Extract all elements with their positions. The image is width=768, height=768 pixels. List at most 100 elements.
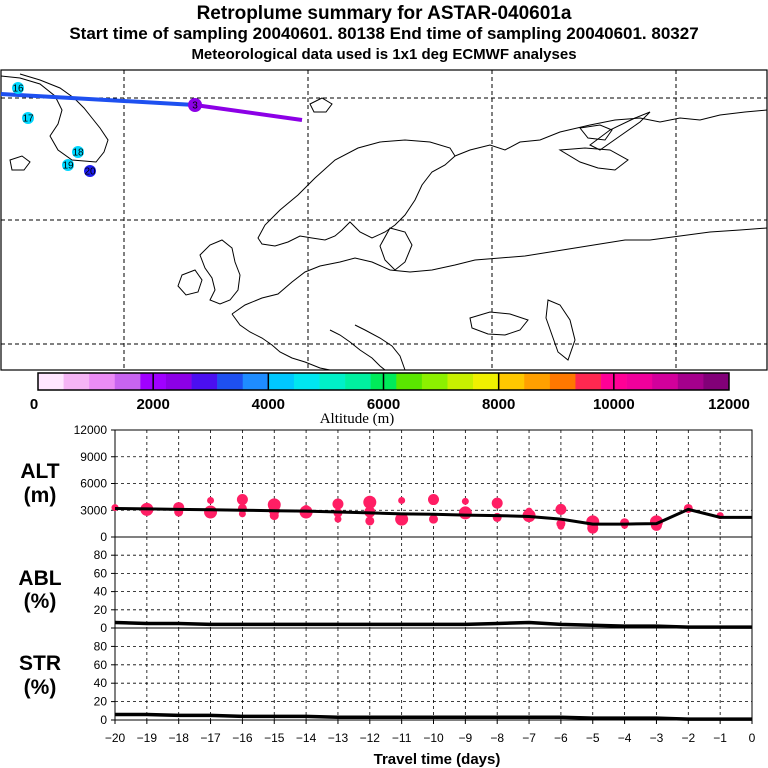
colorbar-segment [63, 373, 90, 390]
colorbar-tick-label: 6000 [367, 396, 400, 413]
colorbar-segment [165, 373, 192, 390]
y-tick-label: 0 [100, 621, 107, 635]
series-line [114, 506, 752, 526]
x-tick-label: −18 [169, 731, 190, 745]
colorbar-segment [396, 373, 423, 390]
colorbar-segment [319, 373, 346, 390]
altitude-scatter-point [395, 512, 409, 526]
colorbar-tick-label: 8000 [482, 396, 515, 413]
altitude-scatter-point [204, 505, 218, 519]
colorbar-segment [703, 373, 730, 390]
colorbar-label: Altitude (m) [320, 411, 395, 427]
day-marker-dot [62, 159, 74, 171]
y-tick-label: 80 [94, 548, 108, 562]
day-marker-label: 17 [22, 114, 34, 125]
alt-ylabel-line2: (m) [24, 484, 57, 507]
altitude-colorbar: 0 2000 4000 6000 8000 10000 12000 Altitude (m) [30, 372, 750, 427]
day-marker-dot [72, 146, 84, 158]
colorbar-tick-label: 12000 [708, 396, 750, 413]
altitude-scatter-point [207, 496, 215, 504]
x-tick-label: −17 [200, 731, 221, 745]
y-tick-label: 6000 [80, 477, 107, 491]
colorbar-segment [293, 373, 320, 390]
sampling-time-subtitle: Start time of sampling 20040601. 80138 E… [69, 24, 699, 43]
colorbar-segment [38, 373, 64, 390]
colorbar-tick-label: 4000 [252, 396, 285, 413]
panel-abl: 0 20 40 60 80 [94, 536, 753, 635]
altitude-scatter-point [429, 514, 438, 524]
y-tick-label: 0 [100, 713, 107, 727]
x-tick-label: −9 [459, 731, 473, 745]
altitude-scatter-point [461, 497, 469, 505]
day-markers: 16 17 18 19 20 3 [12, 82, 202, 178]
y-tick-label: 60 [94, 658, 108, 672]
colorbar-segment [549, 373, 576, 390]
y-tick-label: 0 [100, 530, 107, 544]
x-tick-label: −6 [554, 731, 568, 745]
day-marker-label: 20 [84, 167, 96, 178]
panel-alt: 0 3000 6000 9000 12000 [74, 423, 753, 544]
colorbar-tick-label: 10000 [593, 396, 635, 413]
retroplume-map: 16 17 18 19 20 3 [0, 69, 768, 371]
colorbar-tick-label: 0 [30, 396, 38, 413]
colorbar-segment [677, 373, 704, 390]
y-tick-label: 9000 [80, 450, 107, 464]
map-graticule [1, 70, 767, 370]
y-tick-label: 20 [94, 695, 108, 709]
altitude-scatter-point [365, 516, 375, 526]
profile-panels: 030006000900012000020406080020406080−20−… [74, 423, 756, 745]
chart-title: Retroplume summary for ASTAR-040601a [196, 3, 572, 24]
y-tick-label: 20 [94, 603, 108, 617]
colorbar-segment [626, 373, 653, 390]
day-marker-label: 3 [192, 101, 198, 112]
trajectory-segment-purple [194, 103, 303, 122]
x-tick-label: −2 [681, 731, 695, 745]
x-tick-label: −15 [264, 731, 285, 745]
colorbar-segment [242, 373, 269, 390]
x-tick-label: −3 [650, 731, 664, 745]
x-tick-label: −1 [713, 731, 727, 745]
map-coastlines [0, 73, 768, 371]
colorbar-segment [575, 373, 602, 390]
day-marker-label: 18 [72, 148, 84, 159]
colorbar-segment [447, 373, 474, 390]
altitude-scatter-point [332, 498, 344, 510]
altitude-scatter-point [458, 506, 472, 520]
x-tick-label: −8 [490, 731, 504, 745]
str-ylabel-line1: STR [19, 652, 61, 675]
x-tick-label: −13 [328, 731, 349, 745]
colorbar-segment [217, 373, 244, 390]
colorbar-segment [498, 373, 525, 390]
x-axis-label: Travel time (days) [374, 751, 501, 768]
retroplume-trajectory [0, 92, 303, 122]
day-marker-dot [12, 82, 24, 94]
colorbar-segment [421, 373, 448, 390]
altitude-scatter-point [428, 494, 439, 506]
x-tick-label: −4 [618, 731, 632, 745]
altitude-scatter-point [491, 497, 503, 509]
met-data-subtitle: Meteorological data used is 1x1 deg ECMW… [191, 46, 577, 63]
altitude-scatter-point [555, 503, 567, 515]
colorbar-segment [345, 373, 372, 390]
colorbar-segment [473, 373, 499, 390]
day-marker-dot [188, 98, 202, 112]
altitude-scatter-point [363, 495, 377, 509]
x-tick-label: −12 [360, 731, 381, 745]
day-marker-label: 16 [12, 84, 24, 95]
x-tick-label: −20 [105, 731, 126, 745]
series-line [114, 620, 752, 629]
x-tick-label: −7 [522, 731, 536, 745]
alt-ylabel-line1: ALT [20, 460, 59, 483]
x-tick-label: −19 [137, 731, 158, 745]
colorbar-segment [652, 373, 679, 390]
altitude-scatter-point [398, 496, 406, 504]
abl-ylabel-line1: ABL [18, 567, 61, 590]
day-marker-label: 19 [62, 161, 74, 172]
colorbar-tick-label: 2000 [136, 396, 169, 413]
day-marker-dot [22, 112, 34, 124]
colorbar-segment [524, 373, 551, 390]
day-marker-dot [84, 165, 96, 177]
x-tick-label: −10 [423, 731, 444, 745]
abl-ylabel-line2: (%) [24, 590, 57, 613]
